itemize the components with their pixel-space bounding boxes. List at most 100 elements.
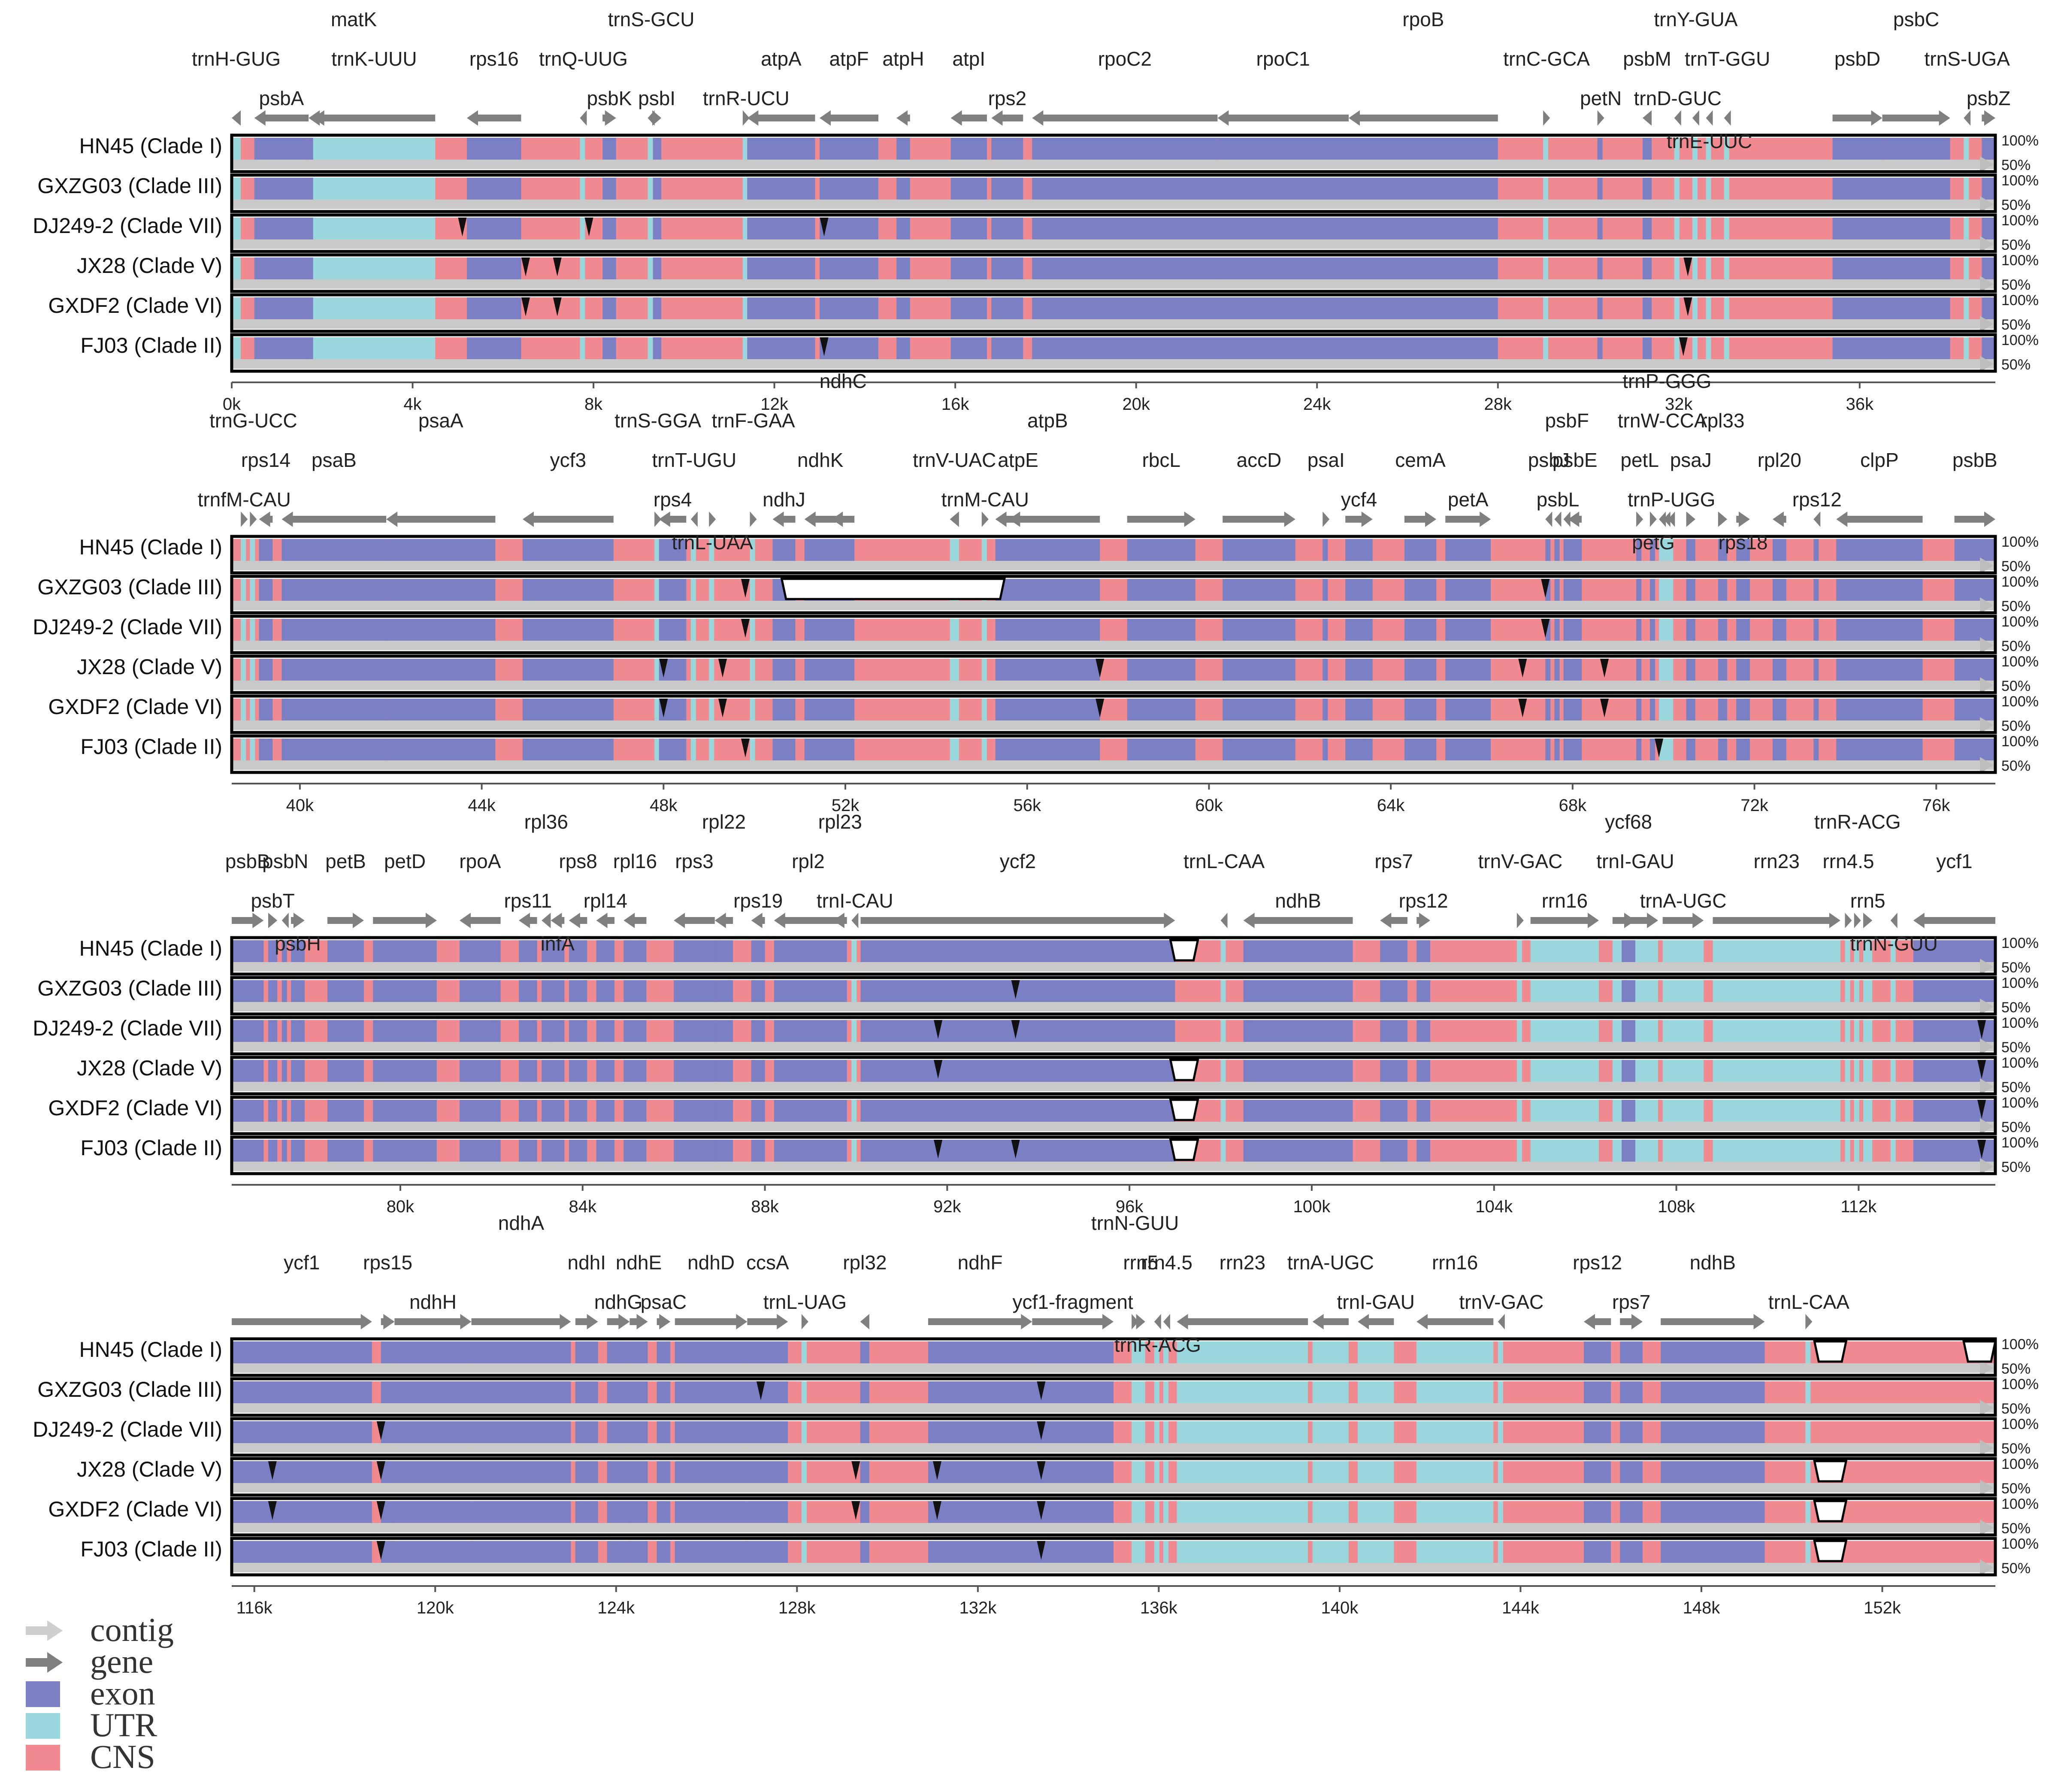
conserved-block — [551, 1140, 565, 1162]
panel-1: HN45 (Clade I) 100%50%GXZG03 (Clade III) 1… — [33, 8, 2039, 414]
gene-label: ycf1-fragment — [1013, 1291, 1133, 1313]
conserved-block — [1724, 337, 1729, 359]
conserved-block — [1498, 1501, 1503, 1523]
conserved-block — [1597, 337, 1603, 359]
conserved-block — [1854, 1100, 1859, 1122]
conserved-block — [1620, 1501, 1643, 1523]
percent-100-label: 100% — [2001, 654, 2039, 670]
gene-arrow — [1568, 512, 1582, 527]
conserved-block — [675, 1381, 748, 1403]
conserved-block — [1563, 659, 1569, 681]
conserved-block — [313, 337, 436, 359]
conserved-block — [950, 739, 959, 760]
gene-label: trnI-CAU — [817, 890, 893, 912]
conserved-block — [551, 1100, 565, 1122]
gene-arrow — [1713, 913, 1840, 928]
divergence-dip — [1683, 297, 1692, 316]
conserved-block — [1584, 1381, 1611, 1403]
conserved-block — [1032, 138, 1218, 160]
gene-label: ndhE — [616, 1251, 662, 1274]
gene-arrow — [580, 110, 587, 126]
conserved-block — [232, 940, 264, 962]
alignment-gap — [1169, 939, 1199, 962]
conserved-block — [1032, 178, 1218, 200]
gene-arrow — [709, 512, 716, 527]
conserved-block — [1220, 1100, 1226, 1122]
conserved-block — [1545, 739, 1551, 760]
gene-label: trnN-GUU — [1850, 932, 1938, 955]
percent-100-label: 100% — [2001, 614, 2039, 630]
conserved-block — [1832, 257, 1882, 279]
conserved-block — [1416, 1020, 1431, 1042]
gene-label: rpl32 — [843, 1251, 887, 1274]
contig-arrowhead — [1980, 757, 1994, 773]
tick-label: 152k — [1864, 1598, 1901, 1617]
contig-arrowhead — [1980, 1118, 1994, 1135]
conserved-block — [833, 940, 847, 962]
conserved-block — [291, 1060, 305, 1082]
sequence-track: GXDF2 (Clade VI) 100% 50% — [48, 1496, 2039, 1537]
cns-band — [232, 739, 1995, 760]
conserved-block — [1706, 178, 1711, 200]
conserved-block — [394, 1341, 472, 1363]
conserved-block — [1982, 337, 1995, 359]
conserved-block — [1686, 619, 1695, 641]
legend-swatch — [26, 1745, 60, 1771]
gene-arrow — [750, 512, 757, 527]
conserved-block — [1662, 1100, 1704, 1122]
conserved-block — [774, 940, 843, 962]
divergence-dip — [1683, 257, 1692, 276]
conserved-block — [232, 1020, 264, 1042]
gene-label: trnY-GUA — [1654, 8, 1737, 30]
tick-label: 128k — [778, 1598, 816, 1617]
conserved-block — [774, 1140, 843, 1162]
conserved-block — [250, 739, 255, 760]
gene-annotation: ndhB — [1661, 1251, 1765, 1329]
conserved-block — [860, 1060, 1175, 1082]
gene-annotation: ndhC — [820, 370, 867, 527]
contig-strip — [232, 601, 1995, 610]
conserved-block — [1136, 1541, 1145, 1563]
percent-50-label: 50% — [2001, 1119, 2031, 1135]
row-frame — [230, 1497, 1997, 1537]
conserved-block — [747, 1381, 788, 1403]
sequence-label: GXDF2 (Clade VI) — [48, 1096, 222, 1120]
gene-annotation: trnV-UAC — [913, 449, 996, 527]
divergence-dip — [1037, 1541, 1046, 1560]
conserved-block — [1223, 699, 1295, 720]
conserved-block — [772, 659, 796, 681]
conserved-block — [1445, 619, 1491, 641]
conserved-block — [1954, 579, 1995, 601]
gene-label: trnW-CCA — [1618, 409, 1707, 432]
conserved-block — [1345, 739, 1373, 760]
conserved-block — [254, 337, 309, 359]
conserved-block — [542, 1100, 551, 1122]
conserved-block — [1416, 1421, 1494, 1443]
conserved-block — [542, 1140, 551, 1162]
conserved-block — [1772, 699, 1786, 720]
contig-strip — [232, 359, 1995, 369]
conserved-block — [313, 138, 436, 160]
percent-50-label: 50% — [2001, 1520, 2031, 1537]
conserved-block — [596, 1060, 615, 1082]
divergence-dip — [741, 619, 750, 638]
row-frame — [230, 173, 1997, 213]
sequence-label: HN45 (Clade I) — [79, 134, 222, 158]
gene-arrow — [291, 913, 305, 928]
conserved-block — [1663, 659, 1669, 681]
conserved-block — [1416, 1140, 1431, 1162]
gene-annotation: petG — [1632, 512, 1675, 554]
gene-arrow — [648, 110, 655, 126]
sequence-track: HN45 (Clade I) 100% 50% — [79, 1336, 2039, 1377]
conserved-block — [602, 138, 616, 160]
divergence-dip — [741, 739, 750, 757]
gene-annotation: psbA — [254, 87, 309, 126]
tick-label: 144k — [1502, 1598, 1540, 1617]
gene-label: rrn16 — [1542, 890, 1588, 912]
conserved-block — [259, 579, 273, 601]
conserved-block — [1032, 1461, 1114, 1483]
conserved-block — [281, 1100, 287, 1122]
conserved-block — [981, 659, 987, 681]
conserved-block — [860, 1421, 869, 1443]
conserved-block — [709, 699, 714, 720]
